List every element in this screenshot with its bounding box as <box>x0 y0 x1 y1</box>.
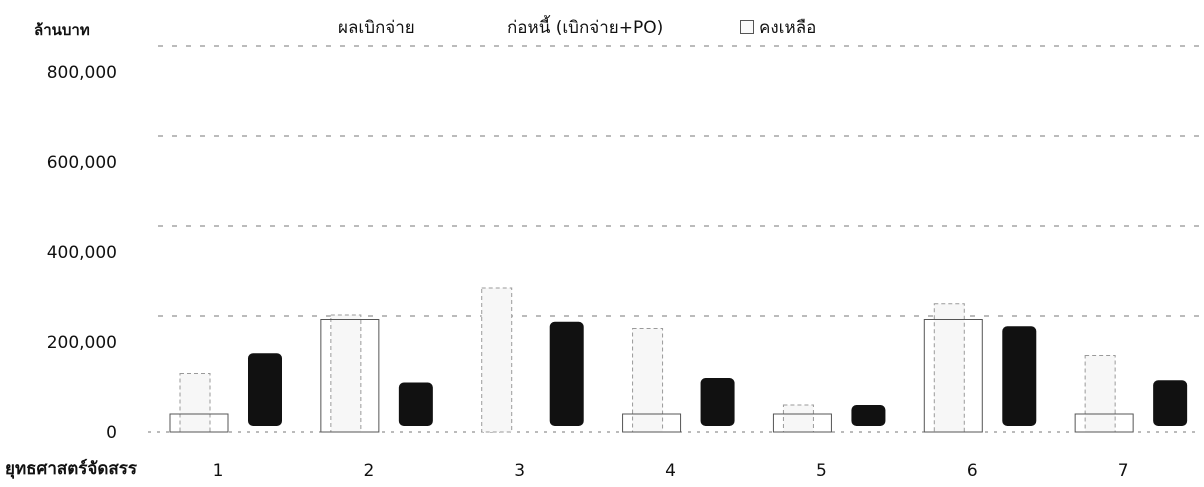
bar-disbursement <box>622 413 682 433</box>
bar-commitment <box>179 373 211 433</box>
y-tick-label: 400,000 <box>47 243 117 263</box>
y-tick-label: 600,000 <box>47 153 117 173</box>
x-tick-label: 4 <box>665 461 676 481</box>
bar-commitment <box>933 303 965 433</box>
bar-disbursement <box>320 319 380 433</box>
bar-remaining <box>1002 326 1037 426</box>
legend-item-remaining: คงเหลือ <box>740 14 816 41</box>
x-tick-label: 3 <box>514 461 525 481</box>
bar-remaining <box>851 405 886 426</box>
x-tick-label: 6 <box>967 461 978 481</box>
y-tick-label: 200,000 <box>47 333 117 353</box>
legend-label-remaining: คงเหลือ <box>759 18 817 38</box>
bar-commitment <box>481 287 513 433</box>
y-tick-label: 0 <box>106 423 117 443</box>
x-tick-label: 7 <box>1118 461 1129 481</box>
bar-remaining <box>700 378 735 426</box>
bar-remaining <box>398 382 433 426</box>
bar-remaining <box>1153 380 1188 426</box>
legend-swatch-remaining <box>740 20 754 34</box>
y-tick-label: 800,000 <box>47 63 117 83</box>
bar-commitment <box>632 328 664 433</box>
bar-disbursement <box>772 413 832 433</box>
legend-item-commitment: ก่อหนี้ (เบิกจ่าย+PO) <box>507 18 664 38</box>
bar-commitment <box>330 314 362 433</box>
bar-disbursement <box>923 319 983 433</box>
bar-commitment <box>782 404 814 433</box>
bar-remaining <box>549 321 584 426</box>
x-axis-title: ยุทธศาสตร์จัดสรร <box>5 459 138 479</box>
bar-disbursement <box>1074 413 1134 433</box>
x-tick-label: 2 <box>363 461 374 481</box>
bar-remaining <box>248 353 282 426</box>
y-axis-unit-label: ล้านบาท <box>34 21 90 39</box>
legend-item-disbursement: ผลเบิกจ่าย <box>338 18 415 38</box>
x-tick-label: 5 <box>816 461 827 481</box>
x-tick-label: 1 <box>213 461 224 481</box>
bar-disbursement <box>169 413 229 433</box>
bar-commitment <box>1084 355 1116 433</box>
